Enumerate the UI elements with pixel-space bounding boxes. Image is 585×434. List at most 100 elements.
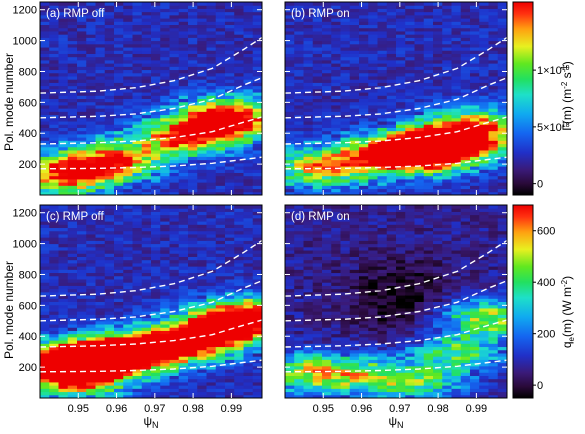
heatmap-cell [49, 375, 59, 380]
heatmap-cell [252, 149, 263, 154]
heatmap-cell [340, 301, 351, 306]
heatmap-cell [322, 53, 332, 58]
heatmap-cell [141, 130, 152, 135]
heatmap-cell [123, 330, 133, 335]
heatmap-cell [294, 253, 304, 257]
heatmap-cell [49, 140, 59, 145]
heatmap-cell [123, 288, 133, 293]
heatmap-cell [95, 237, 106, 241]
heatmap-cell [40, 378, 50, 383]
heatmap-cell [114, 140, 124, 145]
heatmap-cell [243, 381, 254, 386]
heatmap-cell [160, 50, 170, 54]
heatmap-cell [169, 381, 180, 386]
heatmap-cell [132, 385, 143, 389]
heatmap-cell [340, 262, 351, 267]
heatmap-cell [188, 336, 198, 341]
heatmap-cell [225, 317, 235, 322]
heatmap-cell [141, 85, 152, 90]
heatmap-cell [123, 59, 133, 64]
heatmap-cell [86, 230, 96, 235]
heatmap-cell [303, 381, 314, 386]
heatmap-cell [377, 369, 388, 373]
heatmap-cell [169, 243, 180, 248]
heatmap-cell [86, 156, 96, 161]
heatmap-cell [86, 246, 96, 251]
heatmap-cell [234, 372, 244, 376]
heatmap-cell [386, 359, 397, 364]
heatmap-cell [225, 85, 235, 90]
heatmap-cell [252, 172, 263, 177]
heatmap-cell [225, 5, 235, 9]
heatmap-cell [359, 53, 369, 58]
heatmap-cell [442, 34, 452, 38]
heatmap-cell [442, 66, 452, 71]
heatmap-cell [169, 127, 180, 132]
heatmap-cell [169, 391, 180, 396]
heatmap-cell [141, 369, 152, 373]
heatmap-cell [243, 214, 254, 219]
heatmap-cell [169, 214, 180, 219]
heatmap-cell [141, 5, 152, 9]
heatmap-cell [114, 11, 124, 16]
heatmap-cell [188, 21, 198, 26]
heatmap-cell [285, 336, 295, 341]
heatmap-cell [442, 124, 452, 128]
heatmap-cell [349, 295, 360, 299]
heatmap-cell [303, 240, 314, 245]
heatmap-cell [414, 146, 425, 151]
heatmap-cell [252, 47, 263, 51]
heatmap-cell [312, 95, 323, 99]
heatmap-cell [86, 359, 96, 364]
heatmap-cell [322, 221, 332, 225]
heatmap-cell [349, 388, 360, 393]
heatmap-cell [197, 98, 207, 103]
heatmap-cell [470, 92, 480, 96]
heatmap-cell [104, 124, 115, 128]
heatmap-cell [67, 156, 78, 161]
heatmap-cell [386, 11, 397, 16]
heatmap-cell [405, 2, 415, 6]
heatmap-cell [160, 262, 170, 267]
heatmap-cell [368, 133, 378, 138]
heatmap-cell [368, 72, 378, 77]
heatmap-cell [234, 237, 244, 241]
heatmap-cell [151, 240, 161, 245]
heatmap-cell [349, 343, 360, 348]
heatmap-cell [132, 375, 143, 380]
heatmap-cell [77, 256, 87, 261]
heatmap-cell [294, 101, 304, 106]
heatmap-cell [104, 208, 115, 212]
heatmap-cell [377, 8, 388, 13]
heatmap-cell [405, 146, 415, 151]
heatmap-cell [49, 208, 59, 212]
heatmap-cell [49, 85, 59, 90]
heatmap-cell [206, 149, 217, 154]
heatmap-cell [497, 66, 508, 71]
heatmap-cell [442, 8, 452, 13]
heatmap-cell [40, 175, 50, 180]
heatmap-cell [243, 178, 254, 183]
heatmap-cell [197, 330, 207, 335]
heatmap-cell [169, 121, 180, 125]
heatmap-cell [132, 37, 143, 42]
heatmap-cell [442, 2, 452, 6]
heatmap-cell [303, 282, 314, 286]
heatmap-cell [252, 159, 263, 164]
heatmap-cell [95, 2, 106, 6]
heatmap-cell [243, 75, 254, 80]
heatmap-cell [132, 56, 143, 61]
heatmap-cell [40, 243, 50, 248]
heatmap-cell [234, 191, 244, 196]
heatmap-cell [451, 14, 462, 19]
heatmap-cell [368, 108, 378, 112]
heatmap-cell [396, 40, 406, 45]
heatmap-cell [114, 214, 124, 219]
heatmap-cell [197, 172, 207, 177]
heatmap-cell [169, 272, 180, 277]
heatmap-cell [132, 211, 143, 216]
heatmap-cell [188, 127, 198, 132]
heatmap-cell [460, 50, 471, 54]
heatmap-cell [252, 40, 263, 45]
heatmap-cell [114, 333, 124, 338]
